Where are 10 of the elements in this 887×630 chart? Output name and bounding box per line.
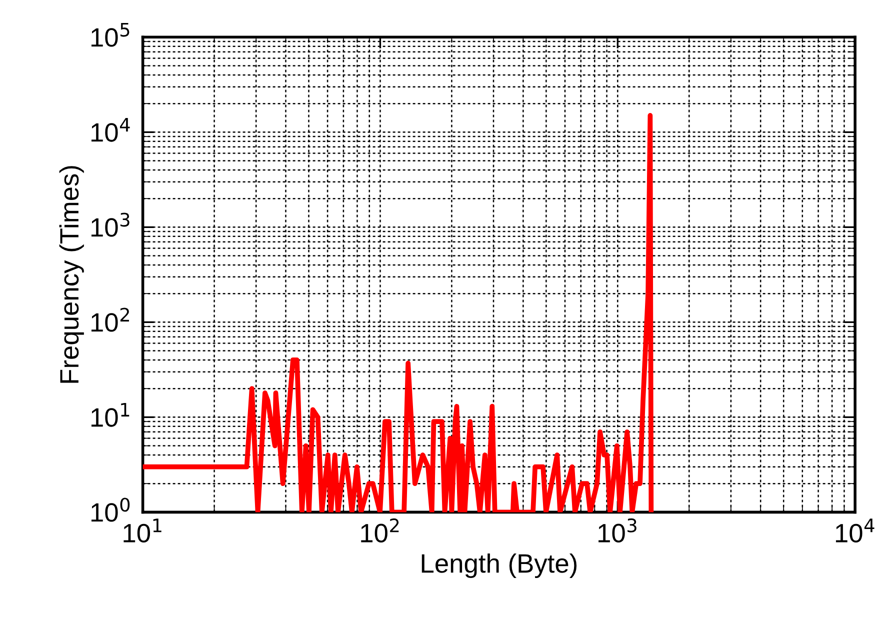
y-tick-label: 10$^{4}$ <box>91 118 130 142</box>
x-tick-label: 10$^{4}$ <box>836 518 874 543</box>
y-tick-label: 10$^{3}$ <box>91 212 130 237</box>
x-axis-title: Length (Byte) <box>422 553 577 578</box>
y-tick-label: 10$^{2}$ <box>91 308 129 332</box>
x-tick-label: 10$^{2}$ <box>361 518 399 542</box>
y-axis-title: Frequency (Times) <box>59 166 84 383</box>
x-tick-label: 10$^{3}$ <box>598 518 636 542</box>
y-tick-label: 10$^{1}$ <box>91 403 130 427</box>
y-tick-label: 10$^{5}$ <box>91 22 130 47</box>
